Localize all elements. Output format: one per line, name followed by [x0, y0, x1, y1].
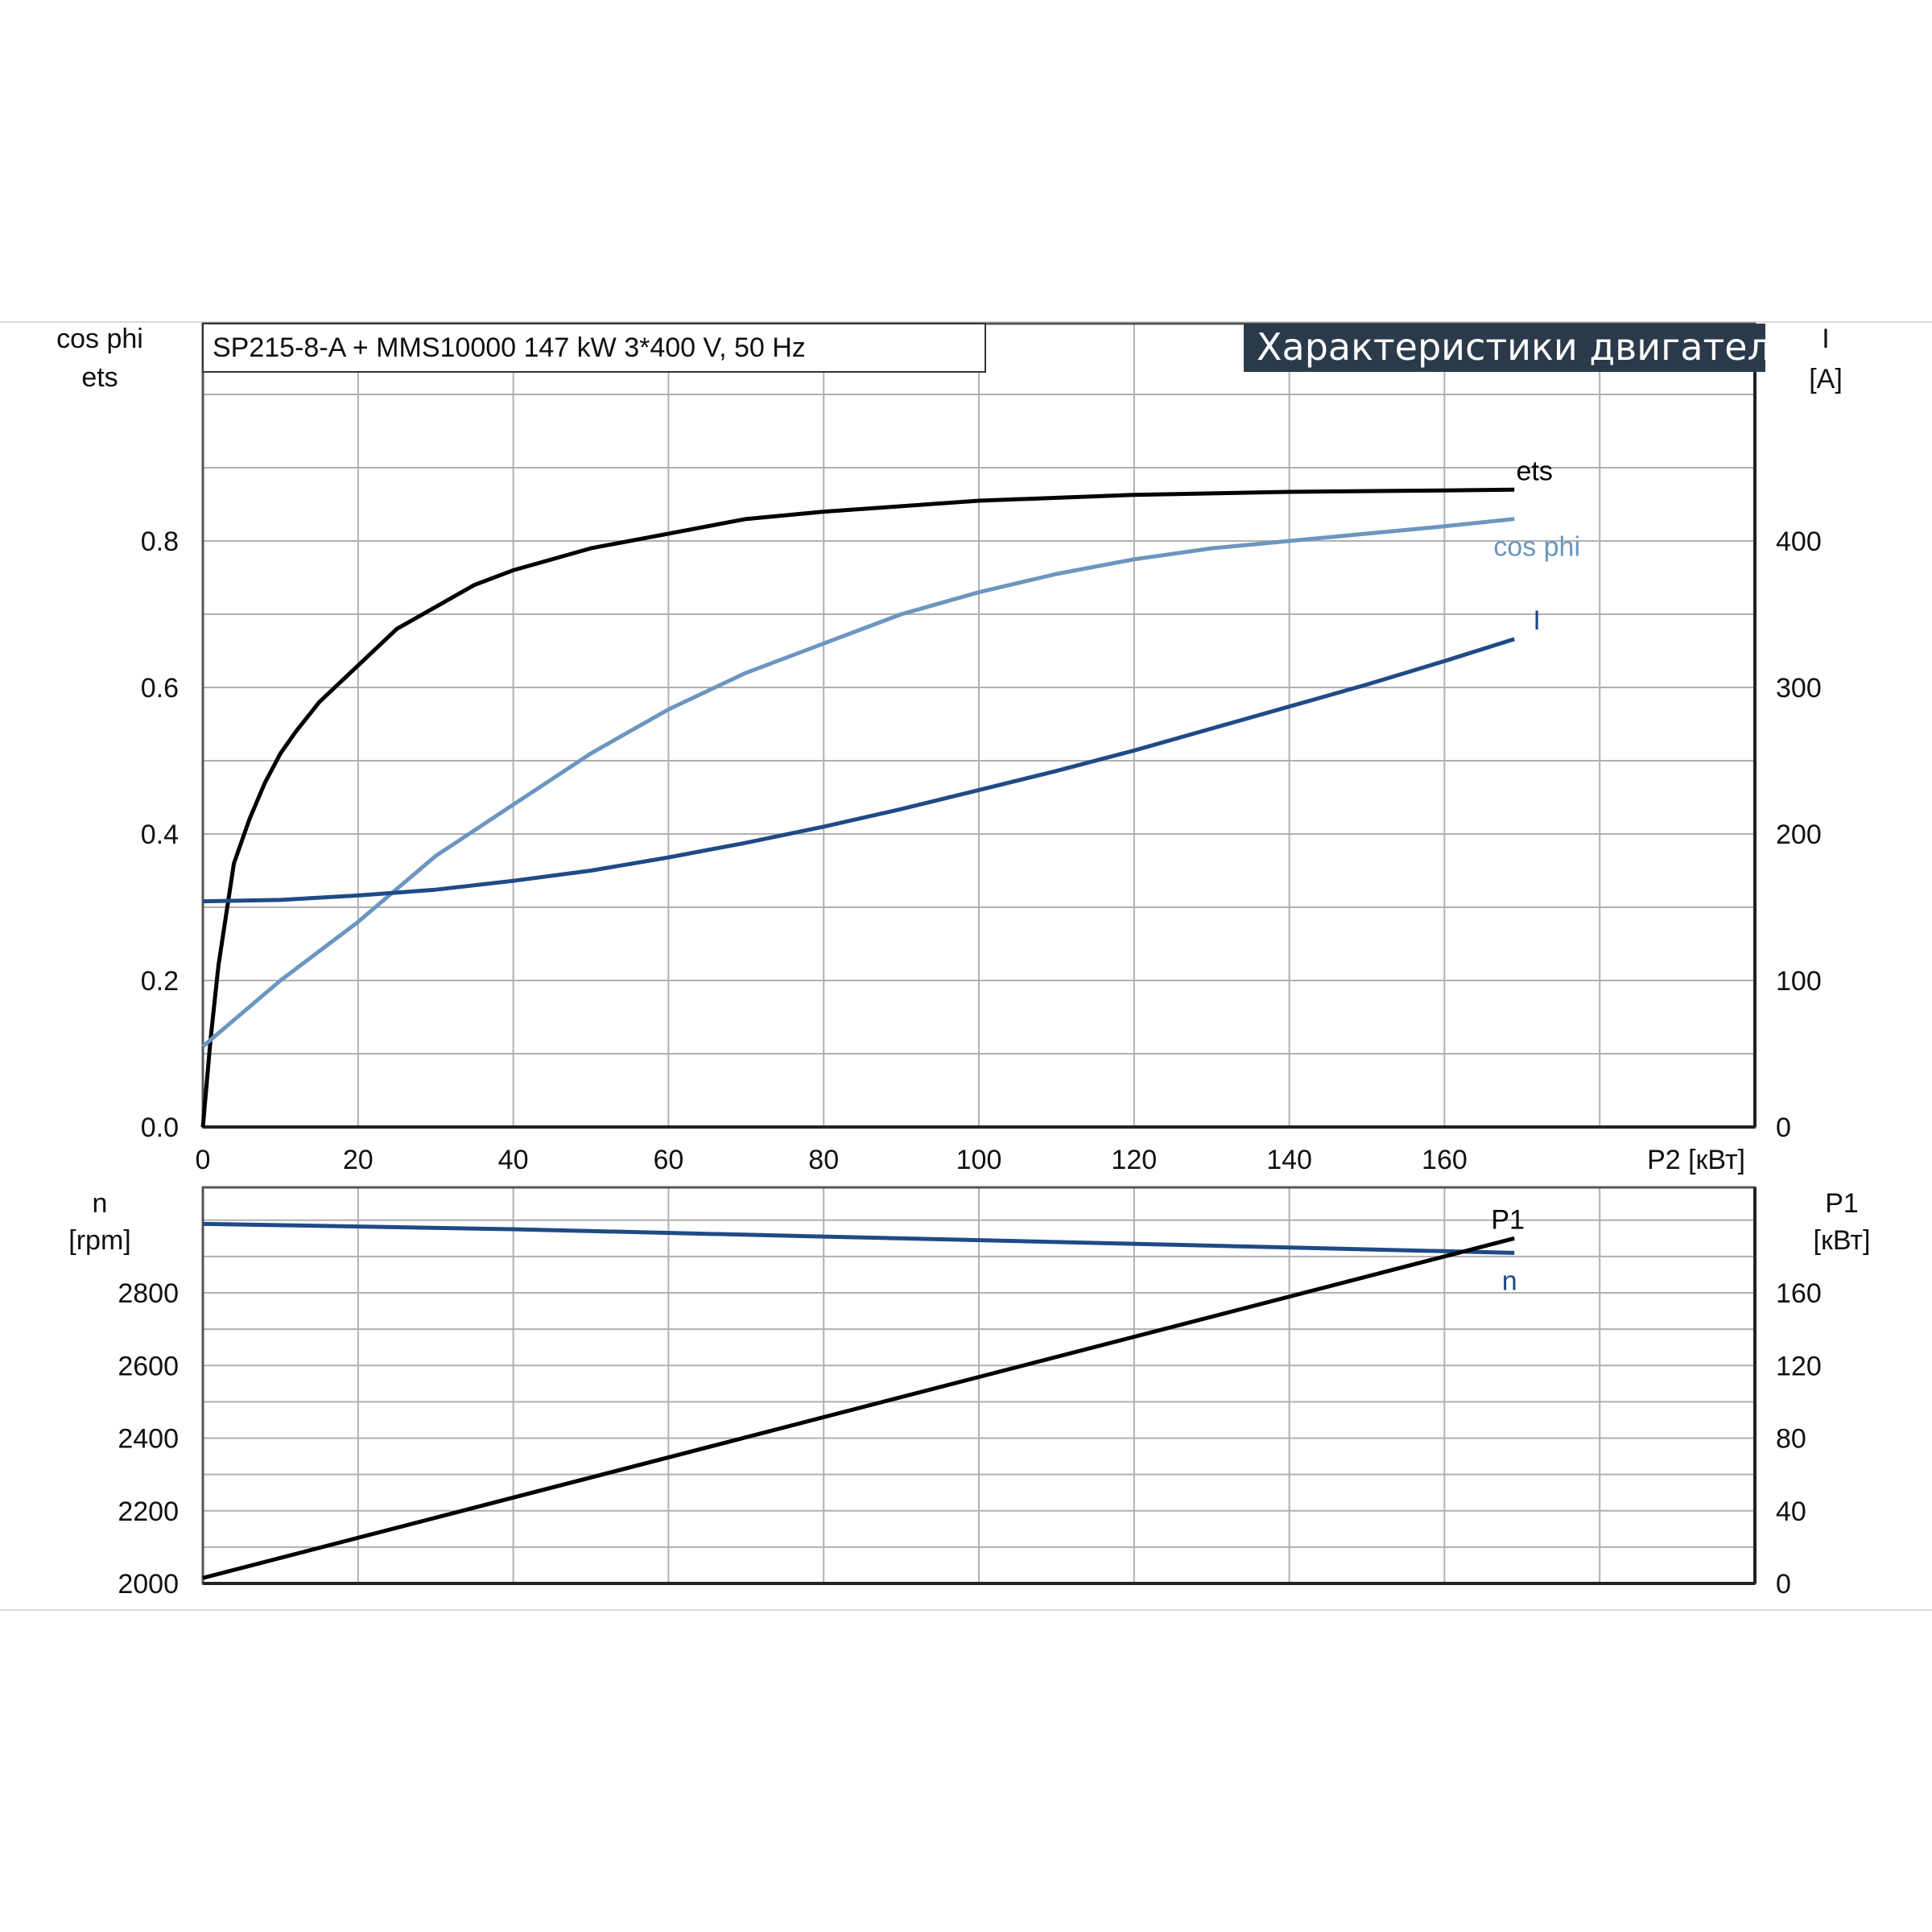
series-label-I: I [1533, 605, 1540, 636]
top-panel: 0 20 40 60 80 100 120 140 160 0.0 0.2 0.4 0.6 0.8 0 100… [141, 322, 1822, 1175]
y-right-tick-label: 160 [1776, 1278, 1822, 1309]
y-right-tick-label: 0 [1776, 1113, 1791, 1143]
series-line-ets [200, 487, 1515, 1128]
x-tick-label: 20 [343, 1145, 374, 1175]
y-right-tick-label: 100 [1776, 966, 1822, 997]
y-right-tick-label: 120 [1776, 1351, 1822, 1381]
y-left-tick-label: 0.8 [141, 526, 179, 557]
y-left-tick-label: 2000 [118, 1569, 179, 1600]
section-badge-label: Характеристики двигателя [1257, 325, 1794, 369]
y-left-tick-label: 2600 [118, 1351, 179, 1381]
x-axis-label: P2 [кВт] [1647, 1145, 1745, 1175]
series-label-P1: P1 [1491, 1204, 1525, 1235]
section-badge [1244, 324, 1765, 372]
y-left-tick-label: 0.6 [141, 673, 179, 704]
y-left-tick-label: 2800 [118, 1278, 179, 1309]
y-left-label-cosphi: cos phi [56, 324, 143, 354]
y-left-tick-label: 0.4 [141, 819, 179, 850]
x-tick-label: 140 [1266, 1145, 1312, 1175]
y-right-label-kW: [кВт] [1814, 1225, 1871, 1256]
y-right-tick-label: 80 [1776, 1424, 1806, 1455]
series-line-I [202, 637, 1515, 904]
x-tick-label: 100 [956, 1145, 1002, 1175]
series-line-n [202, 1221, 1515, 1255]
y-right-label-A: [A] [1809, 364, 1843, 394]
series-label-cos-phi: cos phi [1493, 532, 1580, 563]
y-right-tick-label: 300 [1776, 673, 1822, 704]
y-left-label-ets: ets [81, 362, 118, 393]
y-right-tick-label: 200 [1776, 819, 1822, 850]
y-right-tick-label: 40 [1776, 1496, 1806, 1527]
y-left-label-rpm: [rpm] [68, 1225, 130, 1256]
y-left-tick-label: 2400 [118, 1424, 179, 1455]
x-tick-label: 80 [808, 1145, 839, 1175]
y-left-tick-label: 0.0 [141, 1113, 179, 1143]
bottom-panel: 2000 2200 2400 2600 2800 0 40 80 120 160 n P1 [118, 1186, 1822, 1600]
series-label-n: n [1502, 1265, 1517, 1296]
chart-title: SP215-8-A + MMS10000 147 kW 3*400 V, 50 … [213, 332, 806, 363]
x-tick-label: 0 [196, 1145, 211, 1175]
y-right-label-P1: P1 [1825, 1188, 1859, 1219]
y-right-tick-label: 400 [1776, 526, 1822, 557]
y-right-tick-label: 0 [1776, 1569, 1791, 1600]
x-tick-label: 40 [498, 1145, 529, 1175]
x-tick-label: 60 [653, 1145, 683, 1175]
y-left-tick-label: 2200 [118, 1496, 179, 1527]
x-tick-label: 120 [1111, 1145, 1157, 1175]
title-box [202, 323, 986, 373]
x-tick-label: 160 [1422, 1145, 1468, 1175]
y-right-label-I: I [1822, 324, 1829, 354]
series-label-ets: ets [1516, 456, 1552, 486]
series-line-P1 [202, 1236, 1515, 1580]
y-left-label-n: n [93, 1188, 108, 1219]
y-left-tick-label: 0.2 [141, 966, 179, 997]
series-line-cos-phi [201, 517, 1515, 1048]
